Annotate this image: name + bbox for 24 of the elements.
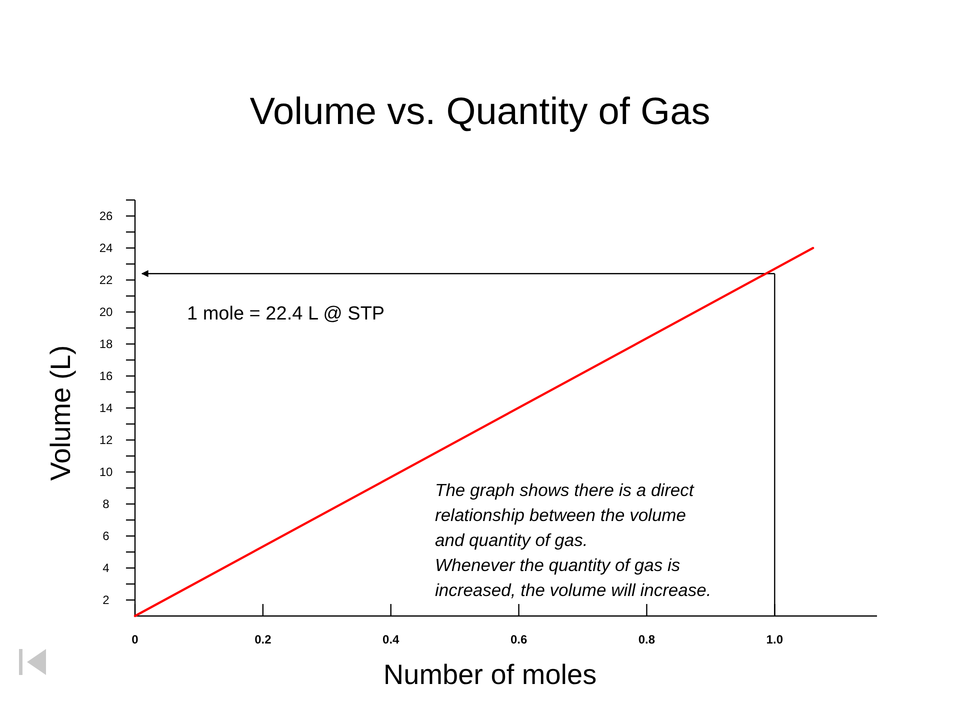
y-tick-label: 6 <box>102 528 110 543</box>
x-axis-title: Number of moles <box>383 659 597 690</box>
y-tick-label: 22 <box>99 272 113 287</box>
x-tick-label: 0.8 <box>638 632 656 647</box>
ref-line-label: 1 mole = 22.4 L @ STP <box>187 304 385 325</box>
y-tick-label: 4 <box>102 560 110 575</box>
y-tick-label: 12 <box>99 432 113 447</box>
y-tick-label: 24 <box>99 240 113 255</box>
y-tick-label: 18 <box>99 336 113 351</box>
y-tick-label: 20 <box>99 304 113 319</box>
y-tick-label: 10 <box>99 464 113 479</box>
x-tick-label: 0.2 <box>254 632 272 647</box>
y-tick-label: 2 <box>102 592 110 607</box>
y-axis-title: Volume (L) <box>45 345 76 481</box>
annotation: The graph shows there is a direct relationship between the volume and quantity of gas. Whenever the quantity of gas is increased, the volume will increase. <box>435 480 712 600</box>
y-tick-label: 26 <box>99 208 113 223</box>
x-tick-label: 0.4 <box>382 632 400 647</box>
y-tick-label: 8 <box>102 496 110 511</box>
x-tick-label: 1.0 <box>766 632 784 647</box>
y-tick-label: 14 <box>99 400 113 415</box>
x-tick-label: 0 <box>132 632 139 647</box>
y-tick-label: 16 <box>99 368 113 383</box>
chart-title: Volume vs. Quantity of Gas <box>250 91 710 133</box>
x-tick-label: 0.6 <box>510 632 528 647</box>
